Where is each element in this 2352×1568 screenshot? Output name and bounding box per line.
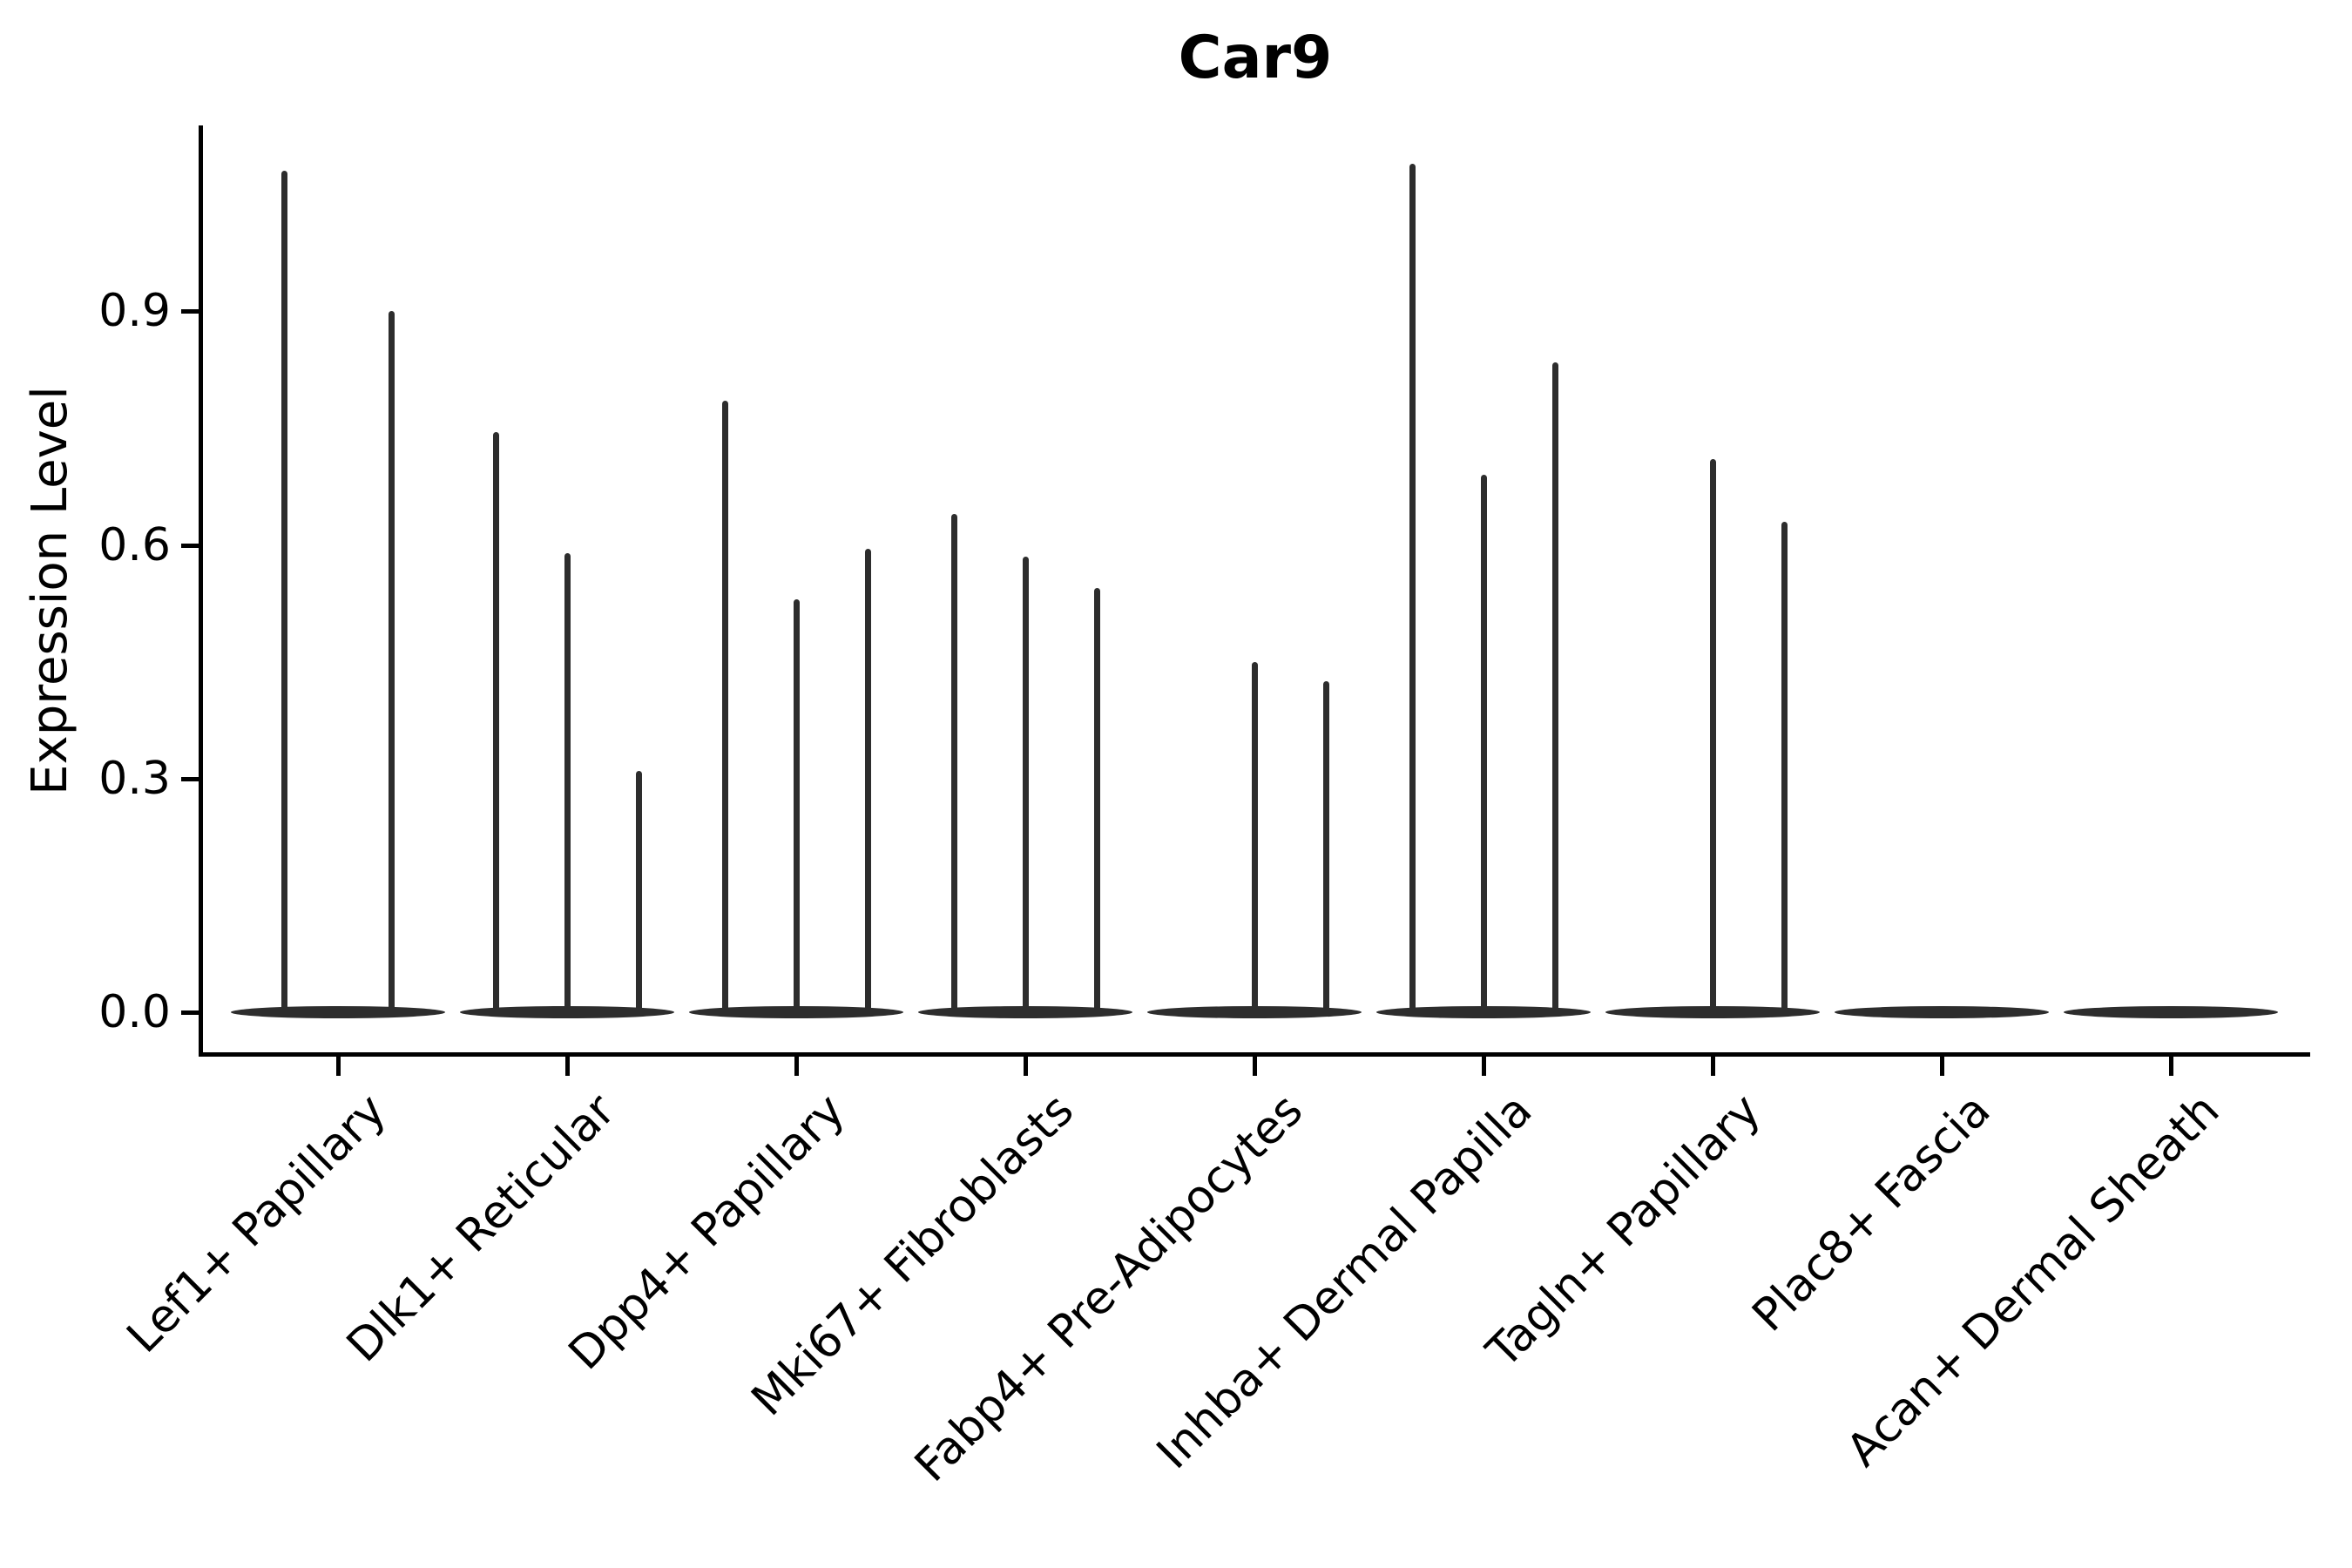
violin-base (918, 1006, 1132, 1018)
violin-base (689, 1006, 903, 1018)
x-tick-mark (1253, 1057, 1257, 1076)
violin-spike (1093, 587, 1100, 1012)
x-tick-mark (1940, 1057, 1944, 1076)
violin-spike (389, 311, 395, 1012)
violin-spike (950, 513, 957, 1012)
y-axis-label: Expression Level (22, 386, 78, 795)
y-tick-label: 0.6 (98, 518, 171, 571)
violin-base (1835, 1006, 2049, 1018)
violin-base (1147, 1006, 1362, 1018)
violin-spike (1251, 661, 1258, 1012)
plot-title: Car9 (1178, 24, 1333, 92)
x-tick-mark (565, 1057, 570, 1076)
y-tick-label: 0.0 (98, 986, 171, 1038)
y-tick-mark (181, 1010, 200, 1015)
x-tick-label: Fabp4+ Pre-Adipocytes (904, 1084, 1314, 1492)
violin-spike (1480, 475, 1487, 1012)
x-tick-mark (794, 1057, 799, 1076)
x-tick-label: Acan+ Dermal Sheath (1836, 1084, 2230, 1477)
violin-spike (492, 431, 499, 1012)
violin-spike (1022, 557, 1029, 1012)
violin-spike (1781, 521, 1788, 1012)
x-tick-label: Inhba+ Dermal Papilla (1146, 1084, 1543, 1480)
violin-spike (1709, 459, 1716, 1012)
violin-base (2064, 1006, 2278, 1018)
x-tick-label: Plac8+ Fascia (1742, 1084, 2001, 1342)
violin-spike (864, 549, 871, 1012)
violin-spike (1322, 681, 1329, 1012)
violin-spike (721, 401, 728, 1012)
violin-base (460, 1006, 674, 1018)
y-axis-spine (199, 125, 203, 1057)
y-tick-mark (181, 776, 200, 781)
y-tick-label: 0.9 (98, 285, 171, 338)
violin-base (231, 1006, 445, 1018)
y-tick-mark (181, 543, 200, 548)
x-tick-mark (2169, 1057, 2173, 1076)
violin-spike (1409, 163, 1416, 1012)
violin-spike (793, 599, 800, 1012)
x-tick-mark (1711, 1057, 1715, 1076)
x-tick-mark (1482, 1057, 1486, 1076)
violin-spike (564, 552, 571, 1012)
violin-base (1376, 1006, 1591, 1018)
violin-spike (281, 171, 287, 1012)
x-tick-mark (336, 1057, 341, 1076)
x-tick-mark (1024, 1057, 1028, 1076)
y-tick-label: 0.3 (98, 752, 171, 805)
x-axis-spine (199, 1052, 2310, 1057)
violin-spike (635, 770, 642, 1012)
violin-base (1605, 1006, 1820, 1018)
y-tick-mark (181, 309, 200, 314)
violin-spike (1551, 362, 1558, 1012)
